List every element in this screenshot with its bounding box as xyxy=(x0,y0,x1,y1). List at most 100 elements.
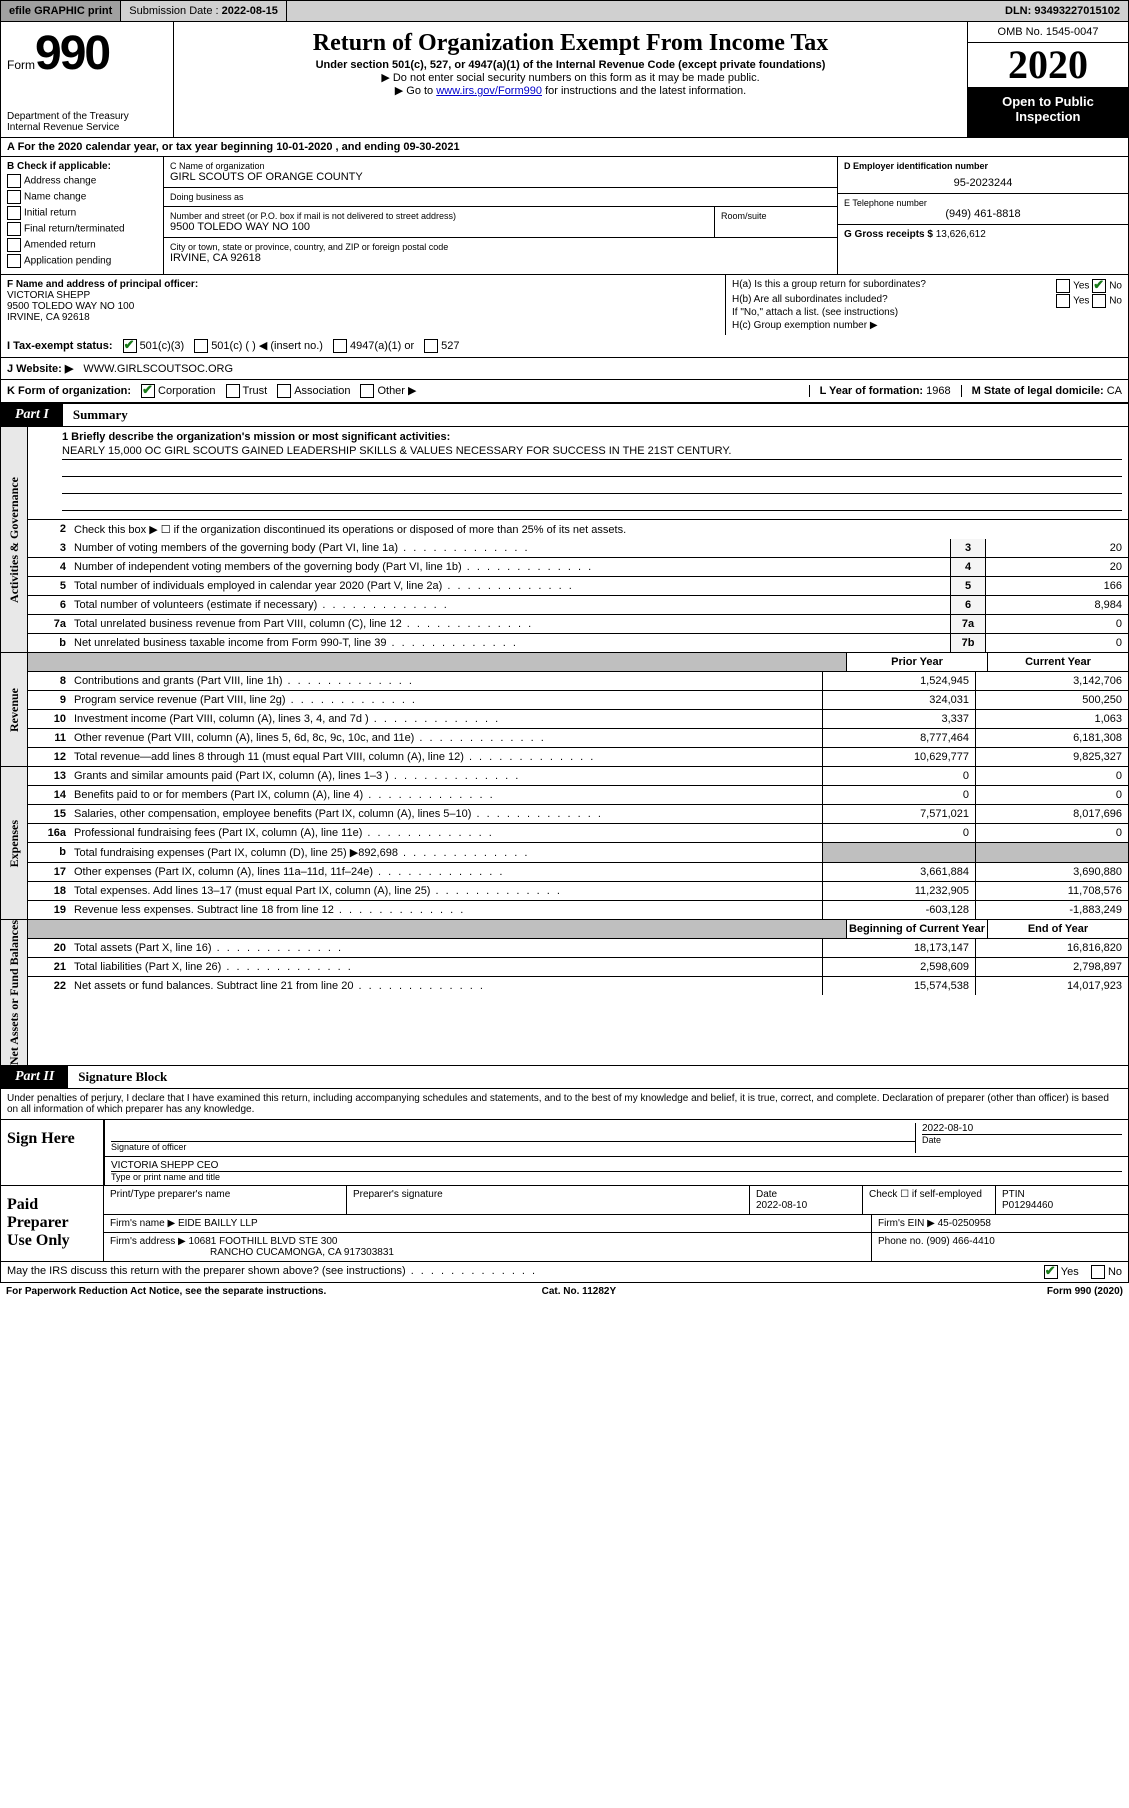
chk-name-change[interactable]: Name change xyxy=(7,190,157,204)
line-number: b xyxy=(28,634,70,652)
hdr-current-year: Current Year xyxy=(987,653,1128,671)
form-number: Form990 xyxy=(7,26,167,81)
line-current: 14,017,923 xyxy=(975,977,1128,995)
dln: DLN: 93493227015102 xyxy=(997,1,1128,21)
line-text: Other revenue (Part VIII, column (A), li… xyxy=(70,729,822,747)
dept-treasury: Department of the Treasury Internal Reve… xyxy=(7,111,167,133)
officer-signature-field[interactable]: Signature of officer xyxy=(111,1123,915,1153)
line-prior xyxy=(822,843,975,862)
table-row: 11Other revenue (Part VIII, column (A), … xyxy=(28,729,1128,748)
chk-assoc[interactable] xyxy=(277,384,291,398)
line-current: 16,816,820 xyxy=(975,939,1128,957)
chk-corp[interactable] xyxy=(141,384,155,398)
line-text: Grants and similar amounts paid (Part IX… xyxy=(70,767,822,785)
form-header: Form990 Department of the Treasury Inter… xyxy=(0,22,1129,138)
table-row: 13Grants and similar amounts paid (Part … xyxy=(28,767,1128,786)
line-text: Total expenses. Add lines 13–17 (must eq… xyxy=(70,882,822,900)
h-b-no-chk[interactable] xyxy=(1092,294,1106,308)
chk-final-return[interactable]: Final return/terminated xyxy=(7,222,157,236)
chk-address-change[interactable]: Address change xyxy=(7,174,157,188)
ein-label: D Employer identification number xyxy=(844,161,988,171)
line-current: 3,690,880 xyxy=(975,863,1128,881)
chk-501c[interactable] xyxy=(194,339,208,353)
line-text: Total unrelated business revenue from Pa… xyxy=(70,615,950,633)
h-b-yes-chk[interactable] xyxy=(1056,294,1070,308)
dln-value: 93493227015102 xyxy=(1034,5,1120,17)
h-a-no-chk[interactable] xyxy=(1092,279,1106,293)
revenue-body: Prior Year Current Year 8Contributions a… xyxy=(28,653,1128,766)
firm-ein-label: Firm's EIN ▶ xyxy=(878,1218,935,1229)
line-text: Benefits paid to or for members (Part IX… xyxy=(70,786,822,804)
m-state: M State of legal domicile: CA xyxy=(961,385,1122,397)
ein-value: 95-2023244 xyxy=(844,171,1122,189)
line-number: 20 xyxy=(28,939,70,957)
info-grid: B Check if applicable: Address change Na… xyxy=(0,157,1129,274)
line-number: 17 xyxy=(28,863,70,881)
chk-501c3[interactable] xyxy=(123,339,137,353)
cat-no: Cat. No. 11282Y xyxy=(542,1286,616,1297)
efile-print-button[interactable]: efile GRAPHIC print xyxy=(1,1,121,21)
dba-cell: Doing business as xyxy=(164,188,837,207)
col-b-checkboxes: B Check if applicable: Address change Na… xyxy=(1,157,164,274)
part1-title: Summary xyxy=(63,404,138,426)
gross-receipts-cell: G Gross receipts $ 13,626,612 xyxy=(838,225,1128,244)
prep-row-2: Firm's name ▶ EIDE BAILLY LLP Firm's EIN… xyxy=(104,1215,1128,1233)
phone-value: (949) 461-8818 xyxy=(844,208,1122,220)
dba-label: Doing business as xyxy=(170,192,831,202)
section-revenue: Revenue Prior Year Current Year 8Contrib… xyxy=(0,653,1129,767)
table-row: 10Investment income (Part VIII, column (… xyxy=(28,710,1128,729)
line-2: 2 Check this box ▶ ☐ if the organization… xyxy=(28,520,1128,539)
line-prior: 18,173,147 xyxy=(822,939,975,957)
header-right: OMB No. 1545-0047 2020 Open to Public In… xyxy=(967,22,1128,137)
discuss-no-chk[interactable] xyxy=(1091,1265,1105,1279)
line-text: Total assets (Part X, line 16) xyxy=(70,939,822,957)
table-row: 19Revenue less expenses. Subtract line 1… xyxy=(28,901,1128,919)
chk-527[interactable] xyxy=(424,339,438,353)
line-text: Contributions and grants (Part VIII, lin… xyxy=(70,672,822,690)
line-prior: 7,571,021 xyxy=(822,805,975,823)
chk-other[interactable] xyxy=(360,384,374,398)
city-cell: City or town, state or province, country… xyxy=(164,238,837,268)
line-prior: 0 xyxy=(822,824,975,842)
line-number: 15 xyxy=(28,805,70,823)
line-prior: 0 xyxy=(822,786,975,804)
line-current: 6,181,308 xyxy=(975,729,1128,747)
chk-initial-return[interactable]: Initial return xyxy=(7,206,157,220)
chk-application-pending[interactable]: Application pending xyxy=(7,254,157,268)
line-value: 20 xyxy=(985,539,1128,557)
h-a-text: H(a) Is this a group return for subordin… xyxy=(732,279,926,290)
submission-date-label: Submission Date : xyxy=(129,5,221,17)
f-label: F Name and address of principal officer: xyxy=(7,279,198,290)
k-row: K Form of organization: Corporation Trus… xyxy=(0,380,1129,404)
open-to-public: Open to Public Inspection xyxy=(968,88,1128,137)
phone-cell: E Telephone number (949) 461-8818 xyxy=(838,194,1128,225)
mission-line4 xyxy=(62,496,1122,511)
discuss-yes-chk[interactable] xyxy=(1044,1265,1058,1279)
table-row: 20Total assets (Part X, line 16)18,173,1… xyxy=(28,939,1128,958)
h-b-note: If "No," attach a list. (see instruction… xyxy=(732,307,1122,318)
chk-amended-return[interactable]: Amended return xyxy=(7,238,157,252)
line-box: 5 xyxy=(950,577,985,595)
line-number: 10 xyxy=(28,710,70,728)
line-prior: 2,598,609 xyxy=(822,958,975,976)
f-addr2: IRVINE, CA 92618 xyxy=(7,312,90,323)
line-prior: 1,524,945 xyxy=(822,672,975,690)
gross-receipts-value: 13,626,612 xyxy=(936,229,986,240)
table-row: 18Total expenses. Add lines 13–17 (must … xyxy=(28,882,1128,901)
line-number: 3 xyxy=(28,539,70,557)
line-current: 0 xyxy=(975,767,1128,785)
h-a-yes-chk[interactable] xyxy=(1056,279,1070,293)
line-text: Other expenses (Part IX, column (A), lin… xyxy=(70,863,822,881)
line-text: Revenue less expenses. Subtract line 18 … xyxy=(70,901,822,919)
firm-addr2: RANCHO CUCAMONGA, CA 917303831 xyxy=(110,1247,394,1258)
line-text: Net unrelated business taxable income fr… xyxy=(70,634,950,652)
paperwork-notice: For Paperwork Reduction Act Notice, see … xyxy=(6,1286,326,1297)
org-name-label: C Name of organization xyxy=(170,161,831,171)
k-label: K Form of organization: xyxy=(7,385,131,397)
self-employed-chk[interactable]: Check ☐ if self-employed xyxy=(863,1186,996,1214)
form990-link[interactable]: www.irs.gov/Form990 xyxy=(436,85,542,97)
preparer-sig-label: Preparer's signature xyxy=(347,1186,750,1214)
chk-4947[interactable] xyxy=(333,339,347,353)
col-d-e-g: D Employer identification number 95-2023… xyxy=(837,157,1128,274)
chk-trust[interactable] xyxy=(226,384,240,398)
